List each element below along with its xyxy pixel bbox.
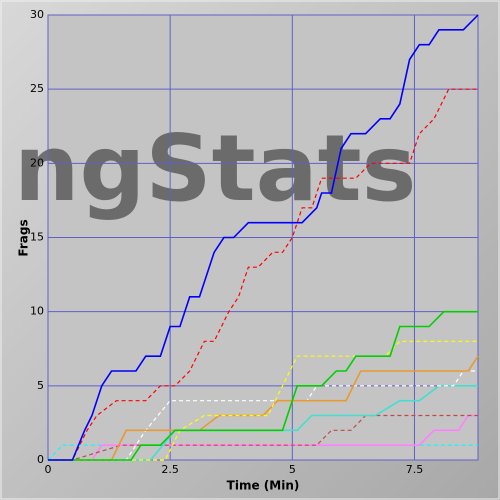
series-line: [48, 14, 479, 461]
series: [47, 14, 479, 461]
series-line: [48, 355, 479, 461]
y-tick-label: 25: [30, 82, 44, 95]
x-tick-label: 7.5: [406, 463, 424, 476]
series-line: [48, 414, 478, 461]
y-axis-title: Frags: [17, 219, 31, 256]
plot-frame: [47, 14, 479, 461]
watermark-text: ngStats: [14, 115, 416, 222]
y-tick-label: 0: [37, 453, 44, 466]
x-tick-label: 2.5: [161, 463, 179, 476]
series-line: [48, 414, 478, 461]
series-line: [48, 385, 478, 461]
y-tick-label: 30: [30, 8, 44, 21]
x-tick-label: 0: [45, 463, 52, 476]
y-tick-label: 15: [30, 231, 44, 244]
x-axis-title: Time (Min): [227, 479, 300, 493]
watermark: ngStats: [14, 115, 416, 222]
series-line: [48, 310, 478, 461]
y-tick-label: 5: [37, 379, 44, 392]
series-line: [48, 88, 478, 461]
x-tick-label: 5: [289, 463, 296, 476]
y-tick-label: 20: [30, 156, 44, 169]
y-tick-label: 10: [30, 305, 44, 318]
grid: [47, 14, 479, 461]
